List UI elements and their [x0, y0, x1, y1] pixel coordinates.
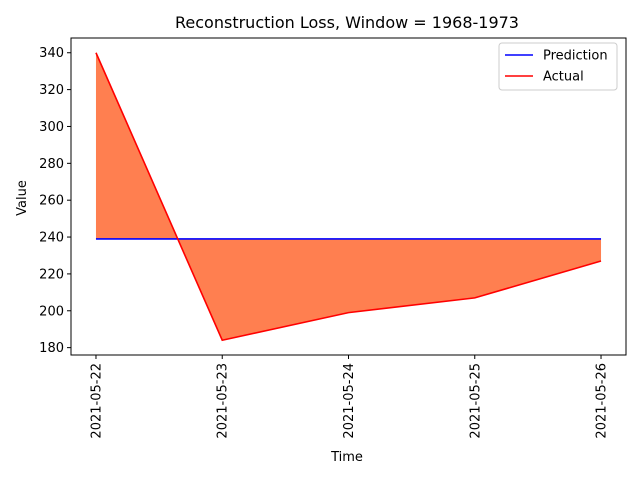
y-tick-label: 220: [39, 267, 64, 282]
y-axis-label: Value: [15, 180, 30, 216]
series-line-actual: [95, 52, 602, 342]
legend: Prediction Actual: [498, 42, 618, 91]
x-tick-label: 2021-05-22: [89, 363, 104, 439]
y-tick-label: 180: [39, 341, 64, 356]
series-lines: [95, 52, 602, 342]
y-tick-label: 320: [39, 83, 64, 98]
legend-label-prediction: Prediction: [543, 49, 608, 64]
y-tick-label: 340: [39, 46, 64, 61]
y-tick-label: 260: [39, 194, 64, 209]
x-axis-ticks: 2021-05-22 2021-05-23 2021-05-24 2021-05-25…: [89, 355, 610, 439]
y-axis-ticks: 180 200 220 240 260 280 300 320 340: [39, 46, 71, 356]
fill-between-area: [95, 52, 602, 341]
x-tick-label: 2021-05-26: [595, 363, 610, 439]
fill-between-polygon: [95, 52, 602, 341]
y-tick-label: 280: [39, 157, 64, 172]
y-tick-label: 200: [39, 304, 64, 319]
y-tick-label: 300: [39, 120, 64, 135]
legend-label-actual: Actual: [543, 70, 584, 85]
x-tick-label: 2021-05-23: [216, 363, 231, 439]
x-tick-label: 2021-05-25: [468, 363, 483, 439]
x-tick-label: 2021-05-24: [342, 363, 357, 439]
y-tick-label: 240: [39, 231, 64, 246]
x-axis-label: Time: [330, 450, 363, 465]
chart-title: Reconstruction Loss, Window = 1968-1973: [175, 13, 519, 32]
